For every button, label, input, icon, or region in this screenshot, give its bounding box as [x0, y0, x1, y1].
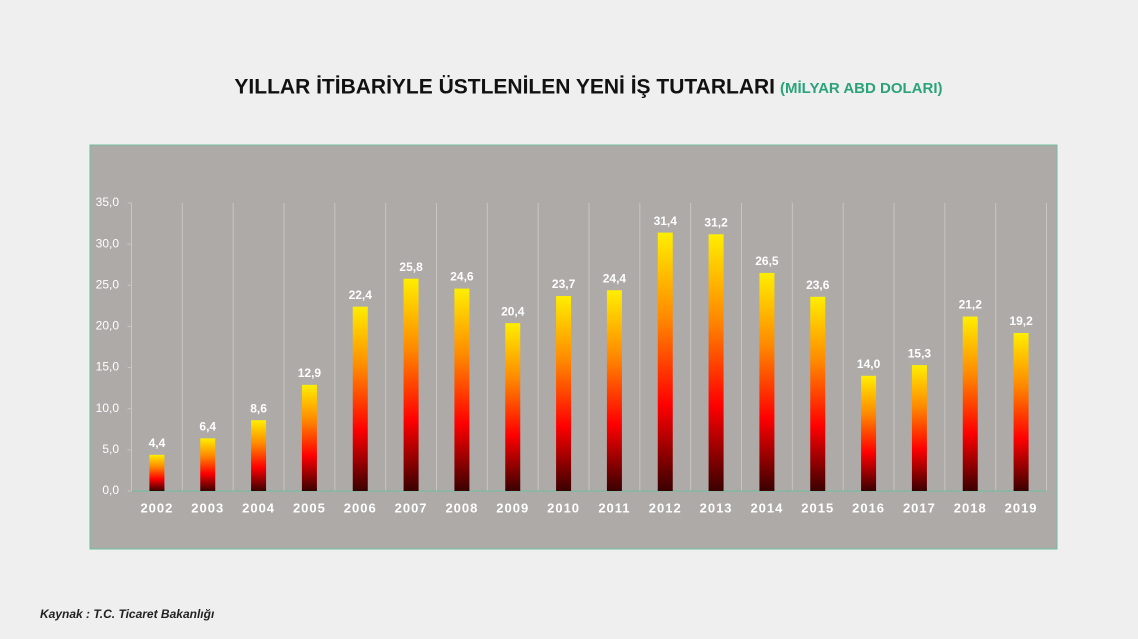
- chart-subtitle: (MİLYAR ABD DOLARI): [780, 80, 943, 97]
- bar: [962, 316, 978, 491]
- bar: [606, 290, 622, 491]
- value-label: 24,4: [603, 271, 627, 285]
- value-label: 6,4: [199, 420, 216, 434]
- y-tick-label: 15,0: [96, 360, 120, 374]
- bar: [454, 288, 470, 491]
- value-label: 22,4: [349, 288, 373, 302]
- y-tick-label: 5,0: [102, 442, 119, 456]
- value-label: 14,0: [857, 357, 881, 371]
- bar: [911, 365, 927, 491]
- y-tick-label: 30,0: [96, 236, 120, 250]
- bar: [301, 384, 317, 491]
- bar: [251, 420, 267, 491]
- x-tick-label: 2017: [903, 500, 936, 515]
- x-tick-label: 2011: [598, 500, 630, 515]
- x-tick-label: 2016: [852, 500, 885, 515]
- bar: [759, 272, 775, 491]
- x-tick-label: 2019: [1005, 500, 1038, 515]
- bar: [861, 375, 877, 491]
- bar: [352, 306, 368, 491]
- x-tick-label: 2010: [547, 500, 580, 515]
- value-label: 23,7: [552, 277, 576, 291]
- bar: [149, 454, 165, 491]
- x-tick-label: 2007: [395, 500, 428, 515]
- x-tick-label: 2012: [649, 500, 682, 515]
- value-label: 25,8: [399, 260, 423, 274]
- value-label: 4,4: [149, 436, 166, 450]
- y-tick-label: 25,0: [96, 277, 120, 291]
- value-label: 8,6: [250, 401, 267, 415]
- bar: [810, 296, 826, 491]
- x-tick-label: 2002: [140, 500, 173, 515]
- chart-title: YILLAR İTİBARİYLE ÜSTLENİLEN YENİ İŞ TUT…: [234, 76, 775, 99]
- y-tick-label: 35,0: [96, 195, 120, 209]
- y-tick-label: 20,0: [96, 319, 120, 333]
- bar: [505, 323, 521, 491]
- bar: [1013, 333, 1029, 491]
- y-tick-label: 0,0: [102, 483, 119, 497]
- x-tick-label: 2004: [242, 500, 275, 515]
- value-label: 23,6: [806, 278, 830, 292]
- bar: [200, 438, 216, 491]
- x-tick-label: 2005: [293, 500, 326, 515]
- value-label: 12,9: [298, 366, 322, 380]
- bar: [708, 234, 724, 492]
- x-tick-label: 2015: [801, 500, 834, 515]
- bar: [403, 278, 419, 491]
- value-label: 24,6: [450, 270, 474, 284]
- value-label: 20,4: [501, 304, 525, 318]
- x-tick-label: 2003: [191, 500, 224, 515]
- value-label: 26,5: [755, 254, 779, 268]
- bar: [657, 232, 673, 491]
- value-label: 31,4: [654, 214, 678, 228]
- x-tick-label: 2008: [445, 500, 478, 515]
- source-note: Kaynak : T.C. Ticaret Bakanlığı: [40, 607, 215, 621]
- value-label: 21,2: [959, 298, 983, 312]
- value-label: 19,2: [1009, 314, 1033, 328]
- x-tick-label: 2014: [750, 500, 783, 515]
- bar: [556, 295, 572, 491]
- value-label: 15,3: [908, 346, 932, 360]
- x-tick-label: 2018: [954, 500, 987, 515]
- x-tick-label: 2013: [700, 500, 733, 515]
- y-tick-label: 10,0: [96, 401, 120, 415]
- x-tick-label: 2009: [496, 500, 529, 515]
- x-tick-label: 2006: [344, 500, 377, 515]
- value-label: 31,2: [704, 215, 728, 229]
